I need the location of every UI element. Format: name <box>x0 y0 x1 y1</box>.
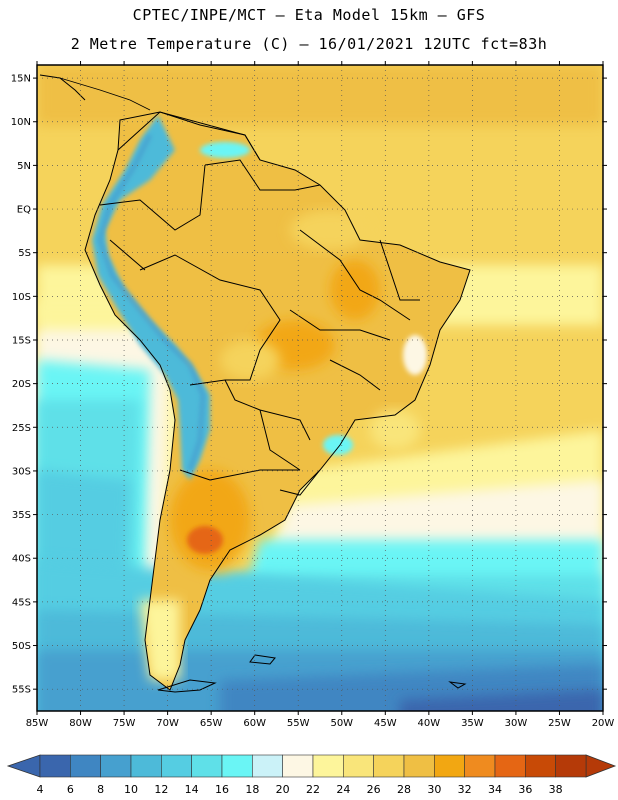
colorbar-label: 24 <box>336 783 350 796</box>
colorbar-label: 8 <box>97 783 104 796</box>
colorbar-label: 16 <box>215 783 229 796</box>
lat-label: 5S <box>18 248 31 259</box>
lon-label: 80W <box>69 718 92 729</box>
colorbar-swatch <box>252 754 283 778</box>
lon-label: 70W <box>156 718 179 729</box>
colorbar-label: 10 <box>124 783 138 796</box>
colorbar-left-arrow <box>6 754 41 778</box>
colorbar-swatch <box>525 754 556 778</box>
map-title: CPTEC/INPE/MCT – Eta Model 15km – GFS <box>132 6 486 24</box>
colorbar-swatch <box>343 754 374 778</box>
colorbar-swatch <box>161 754 192 778</box>
lat-label: 50S <box>12 641 31 652</box>
map-frame <box>36 64 604 712</box>
colorbar-label: 14 <box>185 783 199 796</box>
lon-label: 20W <box>592 718 615 729</box>
lat-label: 10S <box>12 292 31 303</box>
lat-label: EQ <box>17 205 31 216</box>
lat-label: 20S <box>12 379 31 390</box>
colorbar-swatch <box>221 754 253 778</box>
latitude-labels: 15N 10N 5N EQ 5S 10S 15S 20S 25S 30S 35S 40S 45S 50S 5… <box>11 74 607 696</box>
lon-label: 35W <box>461 718 484 729</box>
lon-label: 75W <box>113 718 136 729</box>
colorbar-label: 28 <box>397 783 411 796</box>
colorbar-swatch <box>494 754 526 778</box>
lon-label: 40W <box>418 718 441 729</box>
lon-label: 55W <box>287 718 310 729</box>
colorbar-swatch <box>312 754 344 778</box>
lat-label: 35S <box>12 510 31 521</box>
colorbar-swatch <box>39 754 71 778</box>
colorbar-label: 22 <box>306 783 320 796</box>
colorbar-swatch <box>403 754 435 778</box>
colorbar-right-arrow <box>585 754 617 778</box>
colorbar-swatch <box>555 754 587 778</box>
map-subtitle: 2 Metre Temperature (C) – 16/01/2021 12U… <box>70 35 548 53</box>
lon-label: 25W <box>548 718 571 729</box>
lat-label: 45S <box>12 597 31 608</box>
colorbar-swatch <box>282 754 314 778</box>
longitude-labels: 85W 80W 75W 70W 65W 60W 55W 50W 45W 40W 35W 30W 25W 2… <box>26 61 615 729</box>
colorbar-swatch <box>373 754 405 778</box>
lat-label: 55S <box>12 685 31 696</box>
colorbar-label: 26 <box>367 783 381 796</box>
colorbar-label: 32 <box>458 783 472 796</box>
lon-label: 45W <box>374 718 397 729</box>
lat-label: 40S <box>12 554 31 565</box>
lon-label: 85W <box>26 718 49 729</box>
colorbar-label: 34 <box>488 783 502 796</box>
colorbar-label: 6 <box>67 783 74 796</box>
colorbar-swatch <box>434 754 465 778</box>
colorbar-swatch <box>130 754 162 778</box>
colorbar-swatch <box>464 754 496 778</box>
lat-label: 25S <box>12 423 31 434</box>
colorbar-label: 18 <box>245 783 259 796</box>
temperature-field <box>37 65 603 711</box>
coastlines-and-borders <box>39 74 471 693</box>
lat-label: 15S <box>12 335 31 346</box>
colorbar-label: 38 <box>549 783 563 796</box>
colorbar-label: 36 <box>518 783 532 796</box>
lat-label: 10N <box>11 117 31 128</box>
colorbar-label: 12 <box>154 783 168 796</box>
colorbar-swatch <box>191 754 223 778</box>
colorbar-label: 30 <box>427 783 441 796</box>
colorbar-swatch <box>100 754 132 778</box>
colorbar: 4 6 8 10 12 14 16 18 20 22 24 26 28 30 32 34 36 38 <box>6 754 617 796</box>
lon-label: 65W <box>200 718 223 729</box>
colorbar-label: 20 <box>276 783 290 796</box>
lat-label: 15N <box>11 74 31 85</box>
colorbar-label: 4 <box>37 783 44 796</box>
lat-label: 30S <box>12 466 31 477</box>
lon-label: 60W <box>243 718 266 729</box>
lon-label: 30W <box>505 718 528 729</box>
lat-label: 5N <box>17 161 31 172</box>
colorbar-swatch <box>70 754 101 778</box>
lon-label: 50W <box>330 718 353 729</box>
